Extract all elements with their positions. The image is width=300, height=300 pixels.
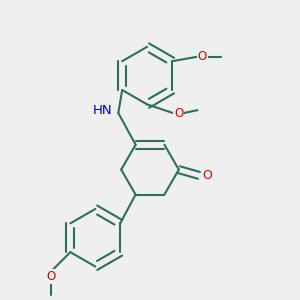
Text: HN: HN <box>93 104 112 117</box>
Text: O: O <box>174 106 183 119</box>
Text: O: O <box>202 169 212 182</box>
Text: O: O <box>47 270 56 283</box>
Text: O: O <box>197 50 207 63</box>
